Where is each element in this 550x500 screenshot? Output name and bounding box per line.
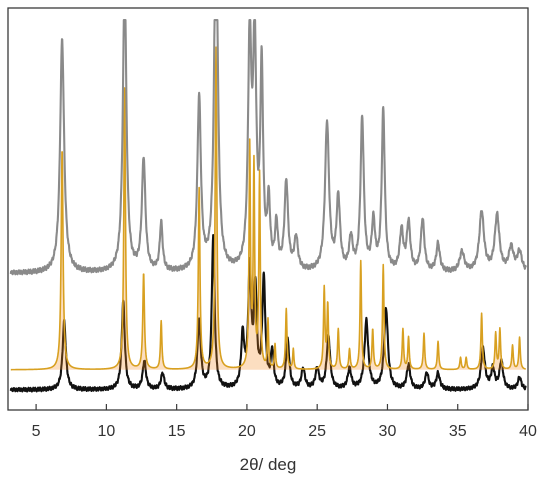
pattern-trace-top — [9, 19, 527, 276]
plot-frame — [7, 7, 529, 411]
pattern-trace-bottom — [9, 233, 527, 393]
x-axis-ticks: 5 10 15 20 25 30 35 40 — [32, 404, 537, 440]
x-tick-label: 20 — [238, 423, 256, 440]
pattern-traces — [9, 19, 527, 393]
x-tick-label: 35 — [449, 423, 467, 440]
pattern-fill-middle — [10, 47, 526, 370]
x-tick-label: 5 — [32, 423, 41, 440]
x-tick-label: 15 — [168, 423, 186, 440]
x-tick-label: 30 — [379, 423, 397, 440]
pattern-trace-middle — [10, 46, 527, 371]
x-tick-label: 40 — [519, 423, 537, 440]
x-axis-title: 2θ/ deg — [240, 455, 297, 474]
x-tick-label: 25 — [308, 423, 326, 440]
x-tick-label: 10 — [97, 423, 115, 440]
